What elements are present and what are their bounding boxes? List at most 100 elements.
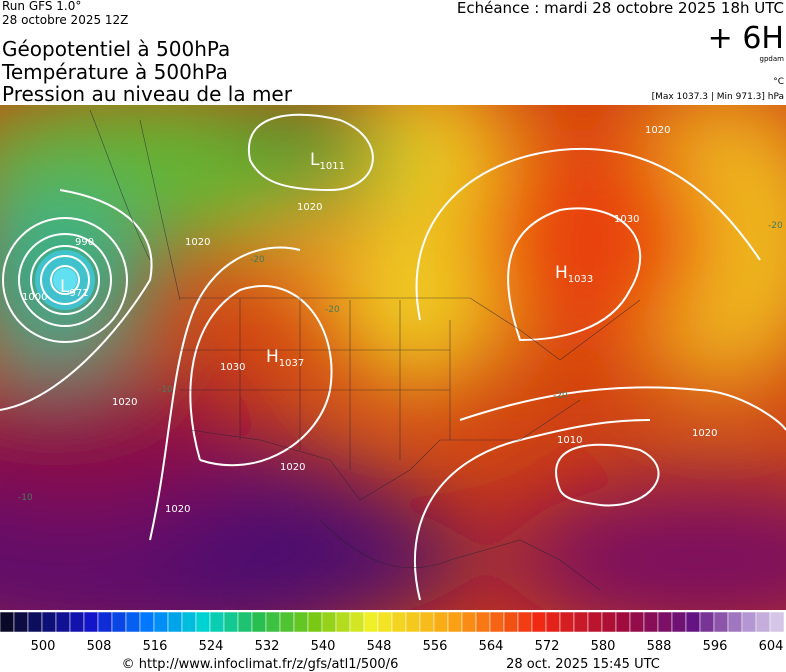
temp-label: -20 <box>325 305 340 315</box>
temp-label: -20 <box>768 221 783 231</box>
color-swatch <box>237 611 253 633</box>
color-swatch <box>531 611 547 633</box>
color-swatch <box>41 611 57 633</box>
color-swatch <box>419 611 435 633</box>
color-swatch <box>125 611 141 633</box>
isobar-label: 990 <box>75 237 94 248</box>
color-swatch <box>741 611 757 633</box>
color-swatch <box>209 611 225 633</box>
title: Pression au niveau de la mer <box>2 82 293 106</box>
title: Géopotentiel à 500hPa <box>2 37 230 61</box>
color-swatch <box>83 611 99 633</box>
run: Run GFS 1.0° <box>2 0 81 13</box>
offset: + 6H <box>708 21 784 56</box>
isobar-label: 1020 <box>645 125 670 136</box>
color-swatch <box>755 611 771 633</box>
color-swatch <box>279 611 295 633</box>
color-swatch <box>685 611 701 633</box>
temp-label: -20 <box>553 391 568 401</box>
color-swatch <box>727 611 743 633</box>
pressure-center: L1011 <box>310 150 345 172</box>
color-swatch <box>391 611 407 633</box>
legend-label: 548 <box>367 639 392 654</box>
color-swatch <box>251 611 267 633</box>
center-value: 1033 <box>568 274 593 285</box>
color-swatch <box>461 611 477 633</box>
footer-url: © http://www.infoclimat.fr/z/gfs/atl1/50… <box>122 657 399 672</box>
color-swatch <box>13 611 29 633</box>
color-swatch <box>699 611 715 633</box>
color-swatch <box>615 611 631 633</box>
unit-geo: gpdam <box>760 55 785 63</box>
center-type: L <box>310 150 320 170</box>
legend-label: 604 <box>759 639 784 654</box>
color-swatch <box>713 611 729 633</box>
color-bar: 500 508 516 524 532 540 548 556 564 572 580 588 596 6… <box>0 611 785 654</box>
legend-label: 572 <box>535 639 560 654</box>
run-date: 28 octobre 2025 12Z <box>2 13 128 27</box>
color-swatch <box>657 611 673 633</box>
color-swatch <box>321 611 337 633</box>
isobar-label: 1020 <box>692 428 717 439</box>
isobar-label: 1030 <box>220 362 245 373</box>
legend-label: 508 <box>87 639 112 654</box>
center-value: 1037 <box>279 358 304 369</box>
color-swatch <box>363 611 379 633</box>
legend-label: 556 <box>423 639 448 654</box>
color-swatch <box>601 611 617 633</box>
color-swatch <box>139 611 155 633</box>
color-swatch <box>153 611 169 633</box>
color-swatch <box>503 611 519 633</box>
color-swatch <box>573 611 589 633</box>
borders <box>89 109 641 591</box>
legend-label: 516 <box>143 639 168 654</box>
color-swatch <box>349 611 365 633</box>
isobar-label: 1000 <box>22 292 47 303</box>
color-swatch <box>307 611 323 633</box>
pressure-center: H1033 <box>555 263 593 285</box>
legend-label: 524 <box>199 639 224 654</box>
center-type: L <box>60 277 70 297</box>
legend-label: 588 <box>647 639 672 654</box>
color-swatch <box>265 611 281 633</box>
temp-label: -10 <box>158 385 173 395</box>
temp-label: -10 <box>18 493 33 503</box>
footer-time: 28 oct. 2025 15:45 UTC <box>506 657 660 672</box>
color-swatch <box>335 611 351 633</box>
center-type: H <box>266 347 279 367</box>
isobar-label: 1020 <box>185 237 210 248</box>
color-swatch <box>517 611 533 633</box>
legend-label: 532 <box>255 639 280 654</box>
center-type: H <box>555 263 568 283</box>
color-swatch <box>629 611 645 633</box>
isobar-label: 1020 <box>297 202 322 213</box>
color-swatch <box>447 611 463 633</box>
temp-label: -20 <box>250 255 265 265</box>
echeance: Echéance : mardi 28 octobre 2025 18h UTC <box>457 0 784 17</box>
legend-label: 596 <box>703 639 728 654</box>
color-swatch <box>769 611 785 633</box>
isobar-label: 1020 <box>112 397 137 408</box>
legend-label: 540 <box>311 639 336 654</box>
isobar-label: 1020 <box>165 504 190 515</box>
color-swatch <box>223 611 239 633</box>
center-value: 1011 <box>319 161 344 172</box>
color-swatch <box>433 611 449 633</box>
isobar-label: 1020 <box>280 462 305 473</box>
color-swatch <box>167 611 183 633</box>
color-swatch <box>377 611 393 633</box>
isobar-label: 1010 <box>557 435 582 446</box>
isobar-label: 1030 <box>614 214 639 225</box>
center-value: 971 <box>69 288 88 299</box>
color-swatch <box>293 611 309 633</box>
color-swatch <box>587 611 603 633</box>
color-swatch <box>97 611 113 633</box>
color-swatch <box>671 611 687 633</box>
color-swatch <box>55 611 71 633</box>
pressure-center: L971 <box>60 277 89 299</box>
color-swatch <box>405 611 421 633</box>
map-field <box>0 105 786 610</box>
title: Température à 500hPa <box>1 60 228 84</box>
color-swatch <box>559 611 575 633</box>
